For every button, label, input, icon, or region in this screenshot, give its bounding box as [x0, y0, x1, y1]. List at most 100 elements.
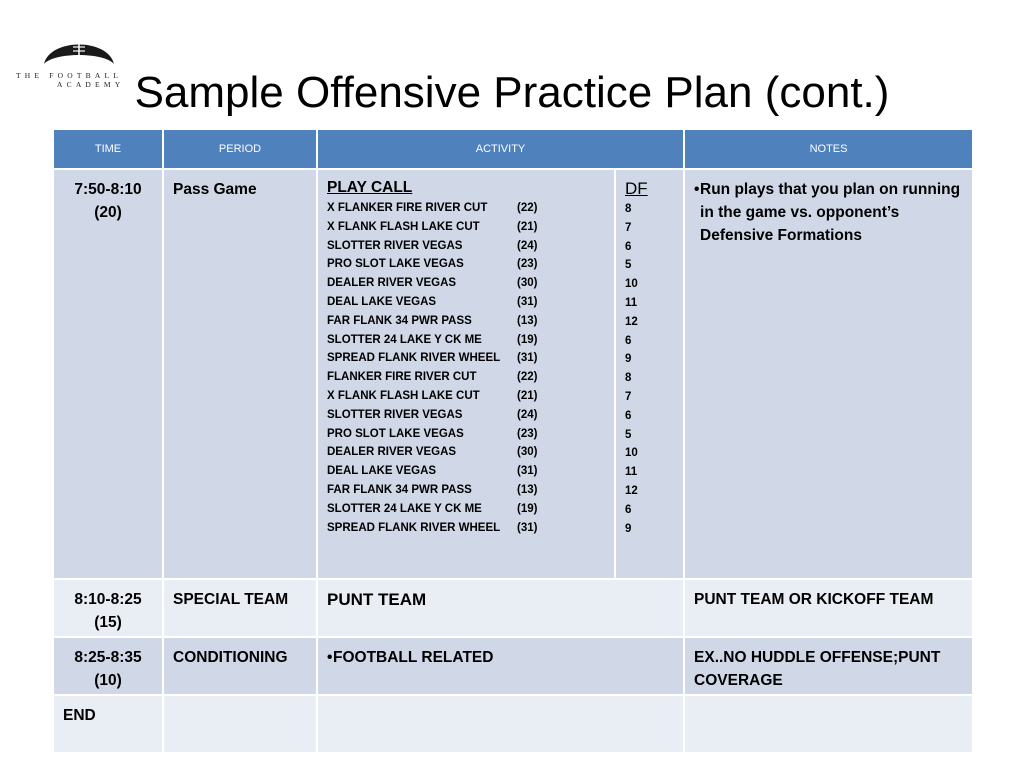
df-item: 6	[625, 334, 632, 347]
play-call-item: FAR FLANK 34 PWR PASS (13)	[327, 312, 605, 331]
df-item: 5	[625, 428, 632, 441]
play-number: (30)	[517, 446, 538, 459]
time-duration: (10)	[94, 672, 122, 689]
notes-cell: • Run plays that you plan on running in t…	[683, 168, 975, 580]
play-number: (30)	[517, 277, 538, 290]
play-number: (13)	[517, 483, 538, 496]
period-text	[164, 696, 316, 704]
play-name: SLOTTER RIVER VEGAS	[327, 239, 463, 252]
play-name: FLANKER FIRE RIVER CUT	[327, 371, 477, 384]
notes-text: PUNT TEAM OR KICKOFF TEAM	[694, 591, 934, 608]
play-call-cell: PLAY CALL X FLANKER FIRE RIVER CUT (22) X …	[316, 168, 616, 580]
notes-cell: PUNT TEAM OR KICKOFF TEAM	[683, 578, 975, 638]
logo-line-1: THE FOOTBALL	[16, 71, 123, 80]
time-duration: (15)	[94, 614, 122, 631]
df-item: 7	[625, 390, 632, 403]
logo-line-2: ACADEMY	[57, 80, 125, 89]
table-row: 8:10-8:25 (15) SPECIAL TEAM PUNT TEAM PU…	[52, 578, 975, 638]
slide-title: Sample Offensive Practice Plan (cont.)	[134, 68, 890, 117]
play-name: SPREAD FLANK RIVER WHEEL	[327, 352, 501, 365]
play-call-item: DEALER RIVER VEGAS (30)	[327, 443, 605, 462]
play-call-item: SLOTTER RIVER VEGAS (24)	[327, 406, 605, 425]
activity-text	[318, 696, 683, 704]
play-call-item: DEAL LAKE VEGAS (31)	[327, 293, 605, 312]
time-cell: 7:50-8:10 (20)	[52, 168, 164, 580]
play-name: X FLANKER FIRE RIVER CUT	[327, 202, 488, 214]
play-name: SLOTTER 24 LAKE Y CK ME	[327, 333, 482, 346]
df-item: 6	[625, 503, 632, 516]
play-call-item: SPREAD FLANK RIVER WHEEL (31)	[327, 349, 605, 368]
play-number: (22)	[517, 371, 538, 384]
activity-cell: PUNT TEAM	[315, 578, 686, 638]
period-text: SPECIAL TEAM	[173, 591, 289, 608]
play-call-item: FLANKER FIRE RIVER CUT (22)	[327, 368, 605, 387]
play-name: SLOTTER RIVER VEGAS	[327, 408, 463, 421]
header-activity: ACTIVITY	[315, 128, 686, 170]
table-row: END	[52, 694, 975, 754]
time-cell: 8:10-8:25 (15)	[52, 578, 164, 638]
play-number: (19)	[517, 333, 538, 346]
header-notes: NOTES	[683, 128, 975, 170]
play-number: (31)	[517, 465, 538, 478]
header-time: TIME	[52, 128, 164, 170]
play-name: FAR FLANK 34 PWR PASS	[327, 483, 472, 496]
df-item: 6	[625, 409, 632, 422]
table-header-row: TIME PERIOD ACTIVITY NOTES	[52, 128, 975, 170]
notes-cell: EX..NO HUDDLE OFFENSE;PUNT COVERAGE	[683, 636, 975, 696]
play-call-item: SLOTTER RIVER VEGAS (24)	[327, 237, 605, 256]
play-call-item: X FLANK FLASH LAKE CUT (21)	[327, 218, 605, 237]
df-item: 6	[625, 240, 632, 253]
play-call-item: PRO SLOT LAKE VEGAS (23)	[327, 255, 605, 274]
df-item: 5	[625, 259, 632, 272]
play-call-item: PRO SLOT LAKE VEGAS (23)	[327, 425, 605, 444]
play-name: PRO SLOT LAKE VEGAS	[327, 258, 464, 271]
play-number: (21)	[517, 220, 538, 233]
play-call-item: SLOTTER 24 LAKE Y CK ME (19)	[327, 500, 605, 519]
logo: THE FOOTBALL ACADEMY	[14, 34, 144, 94]
play-number: (23)	[517, 258, 538, 271]
df-item: 8	[625, 372, 632, 385]
time-range: END	[63, 707, 96, 724]
play-name: DEAL LAKE VEGAS	[327, 465, 437, 478]
activity-cell	[315, 694, 686, 754]
play-name: FAR FLANK 34 PWR PASS	[327, 314, 472, 327]
df-item: 7	[625, 221, 632, 234]
time-cell: 8:25-8:35 (10)	[52, 636, 164, 696]
play-number: (22)	[517, 202, 538, 214]
play-call-item: X FLANK FLASH LAKE CUT (21)	[327, 387, 605, 406]
period-cell	[162, 694, 318, 754]
notes-text: EX..NO HUDDLE OFFENSE;PUNT COVERAGE	[694, 649, 941, 689]
play-number: (19)	[517, 502, 538, 515]
play-number: (24)	[517, 408, 538, 421]
play-call-item: SLOTTER 24 LAKE Y CK ME (19)	[327, 331, 605, 350]
play-name: SPREAD FLANK RIVER WHEEL	[327, 521, 501, 534]
play-name: PRO SLOT LAKE VEGAS	[327, 427, 464, 440]
time-duration: (20)	[94, 204, 122, 221]
notes-cell	[683, 694, 975, 754]
play-name: DEAL LAKE VEGAS	[327, 295, 437, 308]
play-call-item: DEALER RIVER VEGAS (30)	[327, 274, 605, 293]
df-item: 9	[625, 522, 632, 535]
df-item: 12	[625, 484, 638, 497]
period-cell: CONDITIONING	[162, 636, 318, 696]
play-call-item: SPREAD FLANK RIVER WHEEL (31)	[327, 519, 605, 538]
df-item: 11	[625, 296, 638, 309]
time-range: 8:25-8:35	[74, 649, 142, 666]
time-range: 7:50-8:10	[74, 181, 142, 198]
football-icon	[44, 44, 114, 64]
play-number: (23)	[517, 427, 538, 440]
time-range: 8:10-8:25	[74, 591, 142, 608]
df-list: 8 7 6 5 10 11 12 6 9 8 7 6 5 10 11 12 6 9	[625, 200, 674, 538]
play-name: X FLANK FLASH LAKE CUT	[327, 389, 480, 402]
play-number: (31)	[517, 295, 538, 308]
table-row: 7:50-8:10 (20) Pass Game PLAY CALL X FLA…	[52, 168, 975, 580]
df-item: 9	[625, 353, 632, 366]
play-call-item: FAR FLANK 34 PWR PASS (13)	[327, 481, 605, 500]
table-row: 8:25-8:35 (10) CONDITIONING • FOOTBALL RE…	[52, 636, 975, 696]
df-item: 10	[625, 447, 638, 460]
play-number: (31)	[517, 352, 538, 365]
activity-cell: • FOOTBALL RELATED	[315, 636, 686, 696]
period-cell: SPECIAL TEAM	[162, 578, 318, 638]
play-name: SLOTTER 24 LAKE Y CK ME	[327, 502, 482, 515]
play-name: DEALER RIVER VEGAS	[327, 446, 457, 459]
